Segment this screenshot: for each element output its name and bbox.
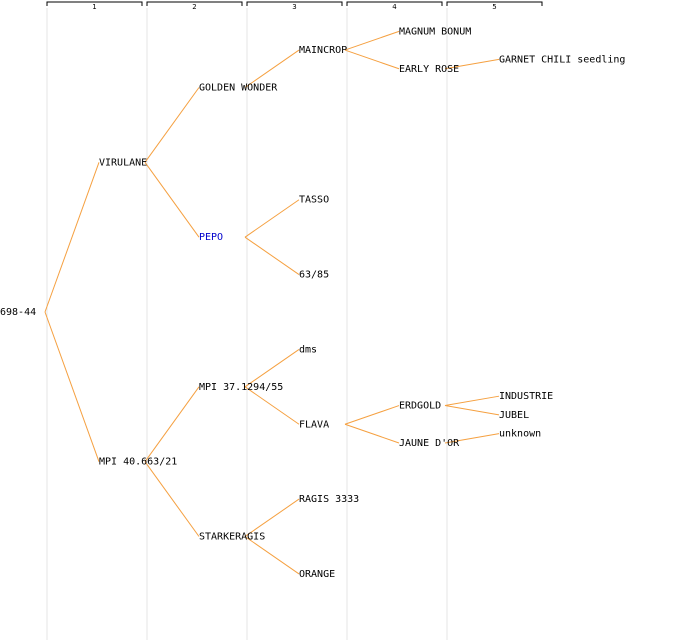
pedigree-node-ragis-3333: RAGIS 3333 — [299, 494, 359, 505]
pedigree-edge — [144, 87, 200, 163]
generation-columns: 1 2 3 4 5 — [46, 1, 543, 640]
pedigree-node-flava: FLAVA — [299, 419, 329, 430]
pedigree-edge — [244, 349, 300, 388]
generation-2-number: 2 — [192, 3, 196, 11]
pedigree-node-garnet-chili-seedling: GARNET CHILI seedling — [499, 54, 625, 65]
pedigree-node-golden-wonder: GOLDEN WONDER — [199, 82, 278, 93]
pedigree-node-starkeragis: STARKERAGIS — [199, 532, 265, 543]
pedigree-edge — [244, 536, 300, 575]
pedigree-nodes: 698-44 VIRULANE GOLDEN WONDER MAINCROP MAGNU… — [0, 26, 625, 580]
pedigree-node-tasso: TASSO — [299, 195, 329, 206]
pedigree-edge — [144, 162, 200, 238]
pedigree-node-pepo[interactable]: PEPO — [199, 232, 223, 243]
pedigree-edge — [144, 461, 200, 537]
pedigree-node-virulane: VIRULANE — [99, 157, 147, 168]
generation-4-number: 4 — [392, 3, 397, 11]
pedigree-node-jubel: JUBEL — [499, 410, 529, 421]
pedigree-node-jaune-d-or: JAUNE D'OR — [399, 438, 460, 449]
generation-2-bracket — [146, 1, 243, 6]
pedigree-edge — [344, 30, 400, 51]
pedigree-edge — [244, 199, 300, 238]
pedigree-edge — [44, 162, 100, 313]
generation-3-bracket — [246, 1, 343, 6]
pedigree-edge — [244, 498, 300, 537]
pedigree-node-magnum-bonum: MAGNUM BONUM — [399, 26, 471, 37]
generation-5-number: 5 — [492, 3, 496, 11]
pedigree-node-63-85: 63/85 — [299, 270, 329, 281]
pedigree-node-early-rose: EARLY ROSE — [399, 64, 459, 75]
pedigree-edge — [444, 405, 500, 416]
pedigree-edges — [44, 30, 500, 575]
pedigree-node-unknown: unknown — [499, 429, 541, 440]
pedigree-node-industrie: INDUSTRIE — [499, 391, 553, 402]
pedigree-node-dms: dms — [299, 344, 317, 355]
pedigree-edge — [44, 311, 100, 462]
pedigree-node-erdgold: ERDGOLD — [399, 401, 441, 412]
pedigree-edge — [344, 405, 400, 425]
pedigree-node-mpi-37-1294-55: MPI 37.1294/55 — [199, 382, 283, 393]
pedigree-node-mpi-40-663-21: MPI 40.663/21 — [99, 457, 177, 468]
pedigree-node-orange: ORANGE — [299, 569, 335, 580]
generation-1-number: 1 — [92, 3, 96, 11]
pedigree-edge — [444, 433, 500, 444]
pedigree-node-698-44: 698-44 — [0, 307, 36, 318]
pedigree-node-maincrop: MAINCROP — [299, 45, 347, 56]
pedigree-edge — [244, 386, 300, 425]
pedigree-edge — [444, 395, 500, 407]
pedigree-edge — [244, 49, 300, 88]
generation-1-bracket — [46, 1, 143, 6]
pedigree-edge — [444, 58, 500, 70]
pedigree-edge — [344, 423, 400, 444]
pedigree-edge — [344, 49, 400, 70]
generation-5-bracket — [446, 1, 543, 6]
generation-4-bracket — [346, 1, 443, 6]
pedigree-edge — [244, 236, 300, 275]
generation-3-number: 3 — [292, 3, 296, 11]
pedigree-edge — [144, 386, 200, 462]
